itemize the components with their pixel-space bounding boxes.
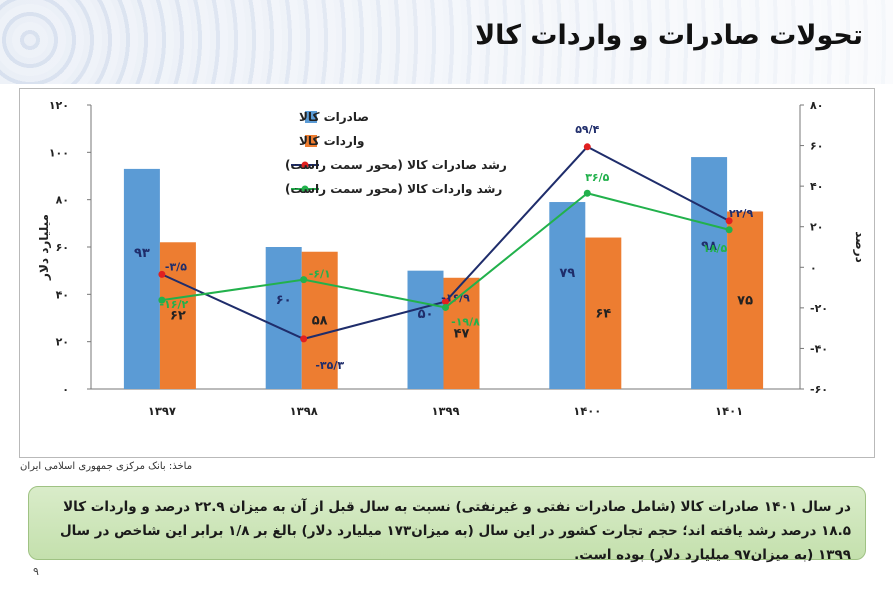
chart-frame: ۰ ۲۰ ۴۰ ۶۰ ۸۰ ۱۰۰ ۱۲۰ -۶۰ -۴۰ -۲۰ ۰ ۲۰ ۴۰ ۶۰ ۸۰ میلیارد…: [19, 88, 875, 458]
bar-label: ۷۵: [737, 293, 753, 308]
slide-title: تحولات صادرات و واردات کالا: [475, 20, 863, 51]
bar-label: ۵۰: [418, 307, 434, 322]
line-marker: [300, 335, 308, 343]
right-axis-title: درصد: [853, 231, 867, 263]
category-label: ۱۳۹۸: [290, 404, 318, 418]
right-tick-label: ۸۰: [810, 99, 823, 112]
left-axis-title: میلیارد دلار: [37, 214, 51, 281]
line-label: -۳۵/۳: [315, 359, 344, 372]
bar-imports: [301, 251, 338, 389]
bar-label: ۷۹: [559, 266, 575, 281]
line-label: -۱۶/۲: [160, 298, 189, 311]
right-tick-label: -۴۰: [810, 342, 828, 355]
bar-exports: [691, 157, 728, 389]
category-label: ۱۴۰۱: [715, 404, 743, 418]
right-tick-label: -۶۰: [810, 383, 828, 396]
bar-exports: [549, 202, 586, 389]
bar-label: ۵۸: [312, 313, 328, 328]
left-tick-label: ۱۲۰: [49, 99, 69, 112]
bar-label: ۹۸: [701, 239, 717, 254]
legend-label: صادرات کالا: [299, 110, 369, 124]
line-marker: [158, 296, 166, 304]
line-marker: [725, 217, 733, 225]
line-label: -۱۹/۸: [451, 315, 480, 328]
trade-chart: ۰ ۲۰ ۴۰ ۶۰ ۸۰ ۱۰۰ ۱۲۰ -۶۰ -۴۰ -۲۰ ۰ ۲۰ ۴۰ ۶۰ ۸۰ میلیارد…: [37, 99, 867, 418]
line-marker: [442, 298, 449, 306]
bar-label: ۹۳: [134, 246, 150, 261]
legend-swatch: [305, 111, 317, 123]
bar-label: ۶۰: [276, 293, 292, 308]
right-tick-label: ۶۰: [810, 140, 823, 153]
bar-imports: [727, 211, 764, 389]
line-label: ۵۹/۴: [575, 123, 599, 136]
line-label: ۳۶/۵: [585, 171, 609, 184]
right-tick-label: ۲۰: [810, 221, 823, 234]
right-tick-label: ۴۰: [810, 180, 823, 193]
source-note: ماخذ: بانک مرکزی جمهوری اسلامی ایران: [20, 461, 193, 472]
line-label: -۶/۱: [309, 268, 331, 281]
bar-exports: [407, 270, 444, 389]
bar-imports: [585, 237, 622, 389]
line-marker: [300, 276, 308, 284]
legend-label: رشد واردات کالا (محور سمت راست): [285, 182, 502, 197]
bar-exports: [123, 168, 160, 389]
banner-pattern: [0, 0, 893, 84]
category-label: ۱۳۹۹: [431, 404, 459, 418]
category-label: ۱۴۰۰: [573, 404, 601, 418]
left-tick-label: ۴۰: [56, 288, 69, 301]
left-tick-label: ۶۰: [56, 241, 69, 254]
line-marker: [158, 270, 166, 278]
summary-note: در سال ۱۴۰۱ صادرات کالا (شامل صادرات نفت…: [28, 486, 866, 563]
left-tick-label: ۲۰: [56, 336, 69, 349]
bar-label: ۴۷: [454, 326, 470, 341]
left-tick-label: ۸۰: [56, 194, 69, 207]
right-tick-label: -۲۰: [810, 302, 828, 315]
legend-label: واردات کالا: [299, 134, 364, 149]
line-label: ۲۲/۹: [729, 207, 753, 220]
bar-imports: [159, 242, 196, 389]
line-marker: [442, 303, 449, 311]
right-tick-label: ۰: [810, 261, 817, 274]
line-label: -۳/۵: [165, 260, 187, 273]
line-marker: [583, 189, 591, 197]
legend-label: رشد صادرات کالا (محور سمت راست): [285, 158, 507, 173]
legend-swatch: [305, 135, 317, 147]
legend-marker: [301, 161, 309, 169]
bar-label: ۶۲: [170, 309, 186, 324]
bar-label: ۶۴: [595, 306, 611, 321]
category-label: ۱۳۹۷: [148, 404, 176, 418]
legend-marker: [301, 185, 309, 193]
title-banner: تحولات صادرات و واردات کالا: [0, 0, 893, 84]
left-tick-label: ۱۰۰: [49, 146, 69, 159]
bar-exports: [265, 247, 302, 389]
line-label: ۱۸/۵: [703, 242, 727, 255]
left-tick-label: ۰: [62, 383, 69, 396]
line-marker: [583, 143, 591, 151]
line-marker: [725, 226, 733, 234]
page-number: ۹: [33, 565, 39, 578]
